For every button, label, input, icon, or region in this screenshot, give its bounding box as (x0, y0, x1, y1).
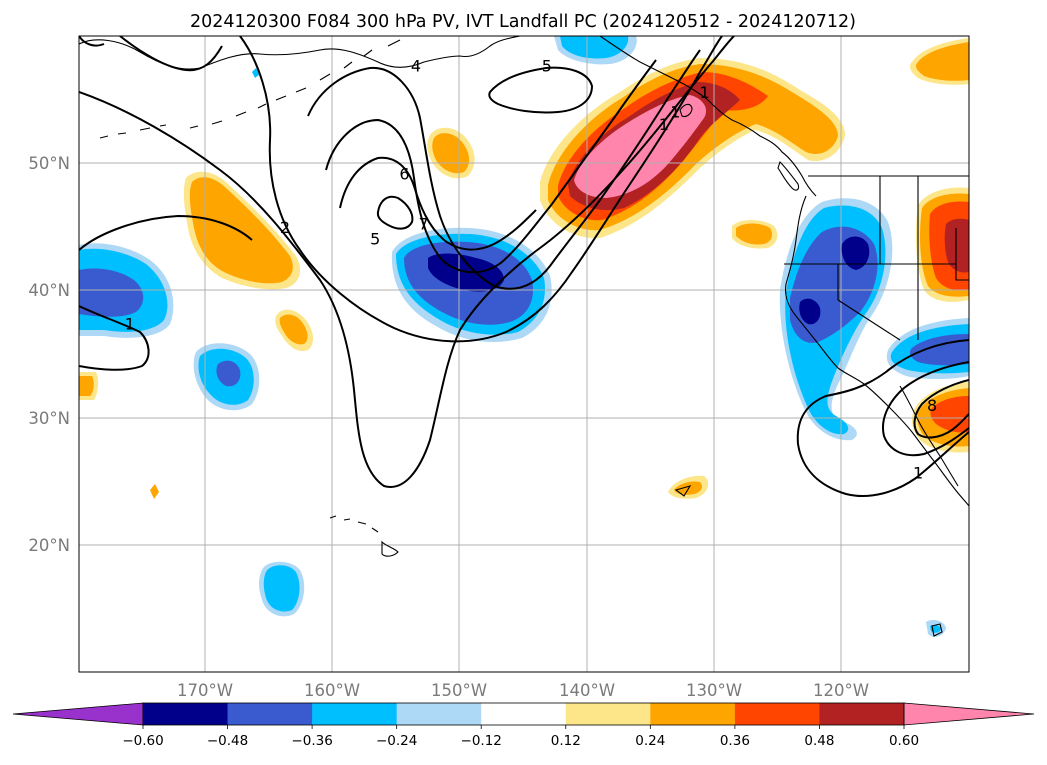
pos-anomaly-small-2-inner (736, 223, 772, 245)
figure-title: 2024120300 F084 300 hPa PV, IVT Landfall… (190, 12, 856, 32)
vancouver-island (777, 160, 800, 191)
contour-label: 1 (699, 83, 709, 102)
colorbar-frame (142, 702, 905, 726)
haida-gwaii (679, 103, 693, 118)
lon-label-140w: 140°W (559, 681, 615, 700)
gridlines (79, 36, 969, 672)
colorbar-extend-low (12, 702, 144, 726)
colorbar-ticks: −0.60 −0.48 −0.36 −0.24 −0.12 0.12 0.24 0.36 0.4… (122, 725, 919, 749)
contour-label: 1 (659, 115, 669, 134)
contour-label: 1 (125, 315, 135, 334)
nevada-border (837, 264, 901, 341)
pos-anomaly-east-dark (944, 218, 969, 273)
lon-label-170w: 170°W (177, 681, 233, 700)
neg-anomaly-small-1-blue (216, 360, 241, 387)
contour-label: 6 (399, 165, 409, 184)
colorbar-tick-label: −0.60 (122, 733, 163, 749)
contour-trough-4 (239, 36, 723, 343)
contour-label: 1 (670, 102, 680, 121)
colorbar-segment (481, 703, 567, 725)
pos-anomaly-small-3-inner (674, 481, 702, 495)
colorbar-segment (312, 703, 398, 725)
contour-southeast-3 (913, 379, 969, 439)
aleutian-islands (99, 39, 401, 139)
contour-label: 5 (370, 230, 380, 249)
colorbar-segment (734, 703, 820, 725)
pos-anomaly-west-inner (189, 177, 293, 284)
pos-anomaly-bc-pink (574, 95, 707, 198)
neg-anomaly-tiny (252, 68, 260, 78)
contour-top-4 (79, 36, 223, 72)
us-west-coast (784, 195, 969, 507)
lat-label-30n: 30°N (28, 409, 70, 428)
contour-label: 4 (411, 57, 421, 76)
hawaii-islands (329, 515, 399, 557)
small-island (674, 485, 692, 497)
contour-label: 2 (280, 218, 290, 237)
contour-label: 8 (927, 396, 937, 415)
pos-anomaly-edge-west-inner (79, 376, 94, 396)
colorbar-segment (143, 703, 229, 725)
pv-shading (79, 36, 969, 637)
contour-core-inner (376, 195, 414, 230)
lat-label-50n: 50°N (28, 154, 70, 173)
small-island-2 (931, 623, 943, 637)
lat-label-20n: 20°N (28, 536, 70, 555)
lon-label-130w: 130°W (686, 681, 742, 700)
colorbar-segment (819, 703, 905, 725)
contour-southeast-1 (796, 339, 969, 498)
state-borders (784, 176, 969, 340)
colorbar-tick-label: 0.12 (551, 733, 581, 749)
pos-anomaly-tiny (150, 484, 159, 499)
neg-anomaly-california-dark-1 (841, 236, 870, 270)
colorbar-segment (565, 703, 651, 725)
pos-anomaly-small-1-inner (279, 314, 308, 345)
contour-trough-5 (307, 49, 701, 290)
colorbar-extend-high (903, 702, 1035, 726)
neg-anomaly-california-dark-2 (799, 298, 821, 325)
colorbar-tick-label: 0.24 (635, 733, 665, 749)
contour-ridge-2 (79, 36, 735, 488)
colorbar-tick-label: 0.36 (720, 733, 750, 749)
lon-label-120w: 120°W (813, 681, 869, 700)
colorbar-segment (650, 703, 736, 725)
contour-label: 5 (542, 57, 552, 76)
colorbar-segment (227, 703, 313, 725)
contour-core-7 (339, 156, 537, 251)
colorbar-tick-label: −0.24 (376, 733, 417, 749)
colorbar-tick-label: 0.60 (889, 733, 919, 749)
contour-label: 7 (418, 214, 428, 233)
colorbar-tick-label: 0.48 (804, 733, 834, 749)
colorbar-tick-label: −0.12 (461, 733, 502, 749)
colorbar-segment (396, 703, 482, 725)
neg-anomaly-small-2-cyan (263, 565, 300, 612)
lon-label-160w: 160°W (304, 681, 360, 700)
lon-label-150w: 150°W (431, 681, 487, 700)
colorbar-segments (143, 703, 905, 725)
lat-label-40n: 40°N (28, 281, 70, 300)
colorbar-tick-label: −0.36 (291, 733, 332, 749)
contour-southeast-2 (882, 361, 969, 457)
colorbar-tick-label: −0.48 (207, 733, 248, 749)
longitude-labels: 170°W 160°W 150°W 140°W 130°W 120°W (177, 681, 869, 700)
neg-anomaly-west-blue (79, 268, 144, 317)
pos-anomaly-ne-corner-inner (916, 42, 969, 81)
colorbar: −0.60 −0.48 −0.36 −0.24 −0.12 0.12 0.24 0.36 0.4… (12, 702, 1035, 749)
map-frame (78, 35, 970, 673)
contour-ne-5 (488, 66, 594, 114)
neg-anomaly-top-cyan (560, 36, 629, 59)
contour-trough-6 (325, 59, 657, 274)
pv-contours (79, 36, 969, 498)
latitude-labels: 50°N 40°N 30°N 20°N (28, 154, 70, 555)
contour-west-1 (79, 214, 253, 371)
contour-label: 1 (913, 464, 923, 483)
